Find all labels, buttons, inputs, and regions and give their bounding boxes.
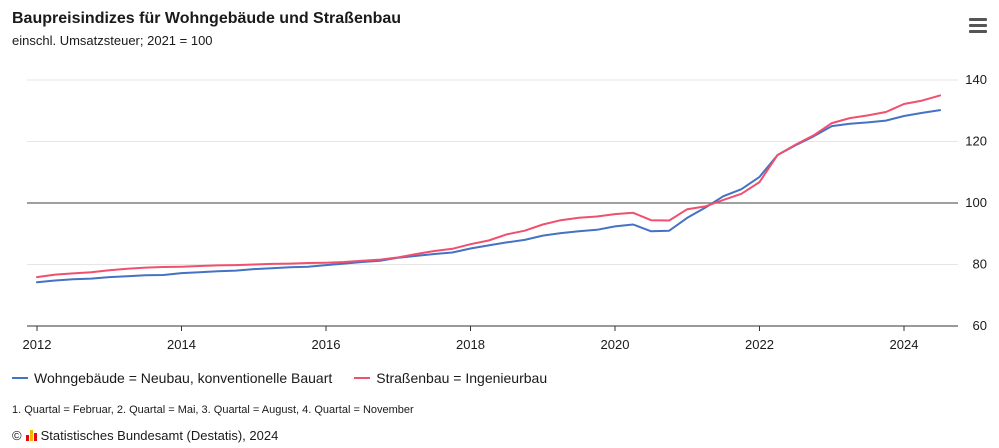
y-tick-label: 80 <box>973 257 987 272</box>
source-text: Statistisches Bundesamt (Destatis), 2024 <box>40 428 279 443</box>
x-tick-label: 2020 <box>601 337 630 352</box>
legend-item-series-1[interactable]: Wohngebäude = Neubau, konventionelle Bau… <box>12 370 332 386</box>
source-credit: © Statistisches Bundesamt (Destatis), 20… <box>12 428 278 443</box>
line-chart: 60 80 100 120 140 2012 2014 2016 2018 2020 2022 202… <box>23 72 987 352</box>
menu-bar <box>969 18 987 21</box>
y-tick-label: 140 <box>965 72 987 87</box>
x-tick-label: 2014 <box>167 337 196 352</box>
x-tick-label: 2012 <box>23 337 52 352</box>
chart-subtitle: einschl. Umsatzsteuer; 2021 = 100 <box>12 33 213 48</box>
series-line-1 <box>36 109 942 284</box>
y-tick-label: 60 <box>973 318 987 333</box>
copyright-symbol: © <box>12 428 22 443</box>
x-tick-label: 2022 <box>745 337 774 352</box>
x-tick-label: 2018 <box>456 337 485 352</box>
hamburger-menu-icon[interactable] <box>969 18 987 34</box>
y-tick-label: 100 <box>965 195 987 210</box>
menu-bar <box>969 24 987 27</box>
legend-item-series-2[interactable]: Straßenbau = Ingenieurbau <box>354 370 547 386</box>
legend-swatch-series-2 <box>354 377 371 379</box>
chart-title: Baupreisindizes für Wohngebäude und Stra… <box>12 10 402 27</box>
footnote: 1. Quartal = Februar, 2. Quartal = Mai, … <box>12 404 414 416</box>
legend: Wohngebäude = Neubau, konventionelle Bau… <box>12 370 547 386</box>
series-line-2 <box>36 94 942 279</box>
legend-label-series-1: Wohngebäude = Neubau, konventionelle Bau… <box>34 370 333 386</box>
legend-label-series-2: Straßenbau = Ingenieurbau <box>376 370 548 386</box>
x-tick-label: 2016 <box>312 337 341 352</box>
y-tick-label: 120 <box>965 134 987 149</box>
legend-swatch-series-1 <box>12 377 28 379</box>
menu-bar <box>969 30 987 33</box>
x-tick-label: 2024 <box>890 337 919 352</box>
destatis-logo-icon <box>25 430 37 441</box>
